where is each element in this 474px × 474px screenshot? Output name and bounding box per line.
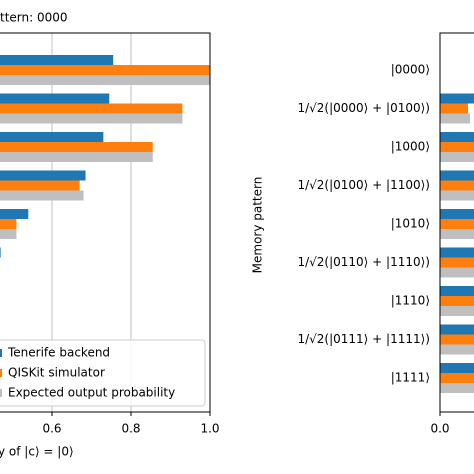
chart-title: ttern: 0000 <box>0 11 68 25</box>
bar <box>0 142 153 152</box>
x-tick-label: 1.0 <box>200 422 219 436</box>
axes-frame <box>439 32 474 413</box>
bar <box>0 152 153 162</box>
x-tick-label: 0.8 <box>121 422 140 436</box>
y-tick-label: 1/√2(|0110⟩ + |1110⟩) <box>297 255 430 269</box>
legend-swatch <box>0 389 2 397</box>
bar <box>440 190 474 201</box>
bar <box>0 93 110 104</box>
bar <box>440 334 474 345</box>
y-tick-label: |0000⟩ <box>391 63 430 77</box>
bar <box>0 247 1 258</box>
y-tick-label: 1/√2(|0100⟩ + |1100⟩) <box>297 178 430 192</box>
bar <box>440 93 474 104</box>
legend-label: QISKit simulator <box>8 366 105 380</box>
bar <box>440 306 474 316</box>
y-tick-label: 1/√2(|0000⟩ + |0100⟩) <box>297 101 430 115</box>
bar <box>440 383 474 393</box>
y-tick-label: |1010⟩ <box>391 217 430 231</box>
bar <box>0 209 29 219</box>
bar <box>0 180 80 191</box>
bar <box>440 257 474 268</box>
legend-swatch <box>0 349 2 357</box>
bar <box>440 132 474 142</box>
legend-swatch <box>0 369 2 377</box>
bar <box>440 152 474 162</box>
y-tick-label: |1111⟩ <box>391 371 430 385</box>
legend-box <box>0 339 206 407</box>
bar <box>0 65 210 75</box>
bar <box>0 113 183 124</box>
x-axis-label: y of |c⟩ = |0⟩ <box>0 445 74 459</box>
x-tick-label: 0.0 <box>430 422 449 436</box>
y-axis-label: Memory pattern <box>251 177 265 274</box>
bar <box>440 103 468 114</box>
bar <box>0 75 210 85</box>
bar <box>0 132 104 142</box>
bar <box>0 219 17 229</box>
bar <box>440 180 474 191</box>
legend-label: Tenerife backend <box>7 346 110 360</box>
axes-frame <box>0 32 211 413</box>
bar <box>440 324 474 335</box>
bar <box>440 267 474 278</box>
bar <box>440 229 474 239</box>
bar <box>0 103 183 114</box>
x-tick-label: 0.6 <box>42 422 61 436</box>
bar <box>440 296 474 306</box>
bar <box>0 55 114 65</box>
y-tick-label: |1110⟩ <box>391 294 430 308</box>
bar <box>440 142 474 152</box>
bar <box>0 229 17 239</box>
bar <box>440 363 474 373</box>
legend-label: Expected output probability <box>8 386 175 400</box>
bar <box>440 286 474 296</box>
bar <box>440 344 474 355</box>
y-tick-label: 1/√2(|0111⟩ + |1111⟩) <box>297 332 430 346</box>
bar <box>440 219 474 229</box>
bar <box>0 170 86 181</box>
bar <box>440 209 474 219</box>
bar <box>440 247 474 258</box>
bar <box>440 170 474 181</box>
y-tick-label: |1000⟩ <box>391 140 430 154</box>
bar <box>440 373 474 383</box>
bar <box>440 113 470 124</box>
bar <box>0 190 84 201</box>
